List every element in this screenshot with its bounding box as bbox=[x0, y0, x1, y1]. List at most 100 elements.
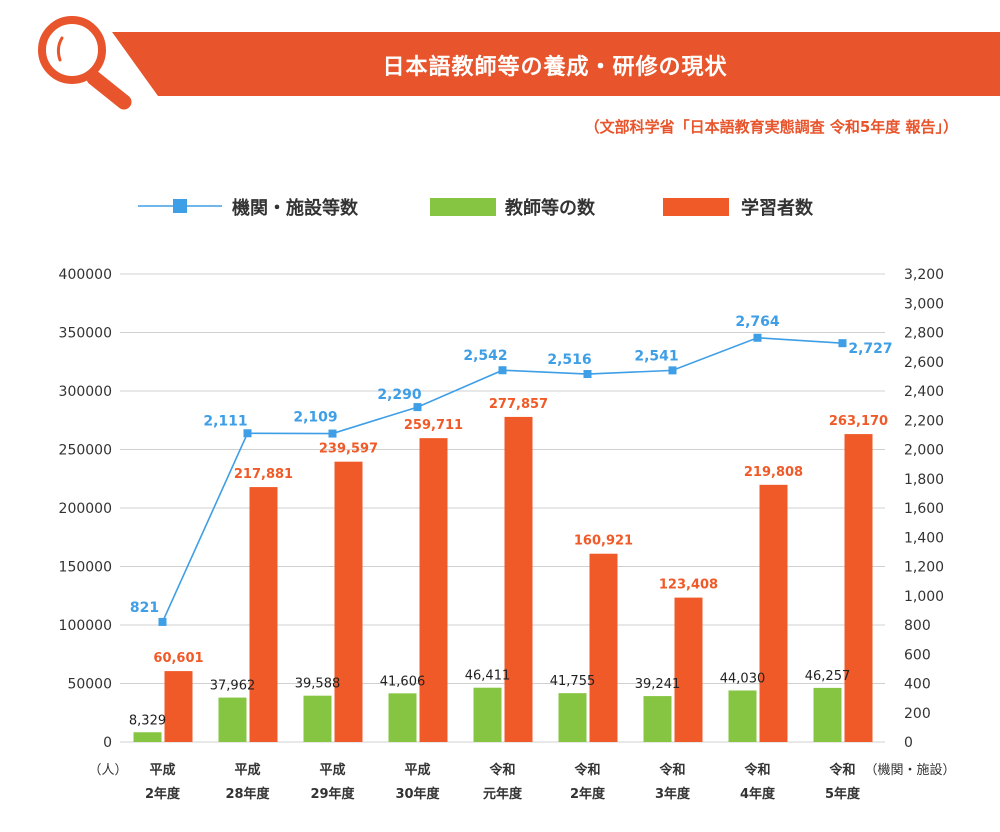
learners-bar bbox=[759, 484, 788, 742]
right-axis-tick-label: 800 bbox=[904, 618, 931, 634]
category-label-era: 令和 bbox=[829, 762, 855, 778]
learners-data-label: 217,881 bbox=[234, 467, 293, 482]
legend-bar-marker-teachers bbox=[430, 198, 496, 216]
learners-data-label: 60,601 bbox=[153, 651, 203, 666]
title-banner bbox=[38, 16, 1000, 110]
institutions-point bbox=[413, 403, 422, 412]
category-label-year: 29年度 bbox=[310, 786, 355, 802]
learners-data-label: 277,857 bbox=[489, 397, 548, 412]
left-axis-unit-label: （人） bbox=[88, 763, 127, 778]
teachers-bar bbox=[643, 696, 672, 742]
institutions-data-label: 821 bbox=[130, 600, 159, 616]
learners-bar bbox=[334, 461, 363, 742]
teachers-bar bbox=[133, 732, 162, 742]
institutions-data-label: 2,727 bbox=[848, 341, 892, 357]
legend-label-learners: 学習者数 bbox=[741, 198, 813, 219]
right-axis-tick-label: 2,000 bbox=[904, 443, 944, 459]
category-label-year: 2年度 bbox=[570, 786, 606, 802]
category-label-era: 平成 bbox=[404, 762, 430, 778]
institutions-point bbox=[838, 339, 847, 348]
category-label-year: 30年度 bbox=[395, 786, 440, 802]
left-axis-tick-label: 200000 bbox=[59, 501, 112, 517]
teachers-data-label: 46,257 bbox=[805, 669, 851, 684]
category-label-year: 4年度 bbox=[740, 786, 776, 802]
learners-data-label: 263,170 bbox=[829, 414, 888, 429]
learners-bar bbox=[674, 597, 703, 742]
right-axis-tick-label: 400 bbox=[904, 677, 931, 693]
institutions-data-label: 2,541 bbox=[634, 348, 678, 364]
learners-bar bbox=[419, 438, 448, 742]
institutions-point bbox=[328, 429, 337, 438]
institutions-point bbox=[668, 366, 677, 375]
chart-legend: 機関・施設等数 教師等の数 学習者数 bbox=[0, 190, 1000, 224]
magnifier-icon bbox=[38, 16, 132, 110]
institutions-point bbox=[498, 366, 507, 375]
right-axis-tick-label: 0 bbox=[904, 735, 913, 751]
right-axis-tick-label: 200 bbox=[904, 706, 931, 722]
institutions-point bbox=[158, 617, 167, 626]
right-axis-tick-label: 1,800 bbox=[904, 472, 944, 488]
teachers-bar bbox=[218, 697, 247, 742]
right-axis-unit-label: （機関・施設） bbox=[864, 762, 955, 778]
teachers-data-label: 39,588 bbox=[295, 677, 341, 692]
right-axis-tick-label: 2,400 bbox=[904, 384, 944, 400]
teachers-data-label: 44,030 bbox=[720, 671, 766, 686]
learners-bar bbox=[504, 416, 533, 742]
left-axis-tick-label: 350000 bbox=[59, 326, 112, 342]
category-label-year: 3年度 bbox=[655, 786, 691, 802]
category-label-year: 元年度 bbox=[483, 786, 523, 802]
right-axis-tick-label: 3,200 bbox=[904, 267, 944, 283]
legend-label-institutions: 機関・施設等数 bbox=[232, 198, 358, 219]
institutions-data-label: 2,542 bbox=[463, 348, 507, 364]
teachers-data-label: 41,606 bbox=[380, 674, 426, 689]
right-axis-tick-label: 1,000 bbox=[904, 589, 944, 605]
teachers-bar bbox=[813, 687, 842, 742]
institutions-data-label: 2,290 bbox=[377, 387, 422, 403]
right-axis-tick-label: 1,200 bbox=[904, 560, 944, 576]
right-axis-tick-label: 1,400 bbox=[904, 530, 944, 546]
left-axis-tick-label: 150000 bbox=[59, 560, 112, 576]
category-label-year: 5年度 bbox=[825, 786, 861, 802]
left-axis-tick-label: 50000 bbox=[67, 677, 112, 693]
category-label-era: 令和 bbox=[659, 762, 685, 778]
banner-stripe bbox=[112, 32, 1000, 96]
learners-data-label: 123,408 bbox=[659, 578, 718, 593]
teachers-data-label: 41,755 bbox=[550, 674, 596, 689]
category-label-era: 令和 bbox=[574, 762, 600, 778]
teachers-bar bbox=[728, 690, 757, 742]
learners-data-label: 259,711 bbox=[404, 418, 463, 433]
learners-bar bbox=[844, 434, 873, 742]
teachers-data-label: 8,329 bbox=[129, 713, 166, 728]
teachers-bar bbox=[303, 695, 332, 742]
right-axis-tick-label: 2,800 bbox=[904, 326, 944, 342]
source-note: （文部科学省「日本語教育実態調査 令和5年度 報告」） bbox=[584, 118, 958, 136]
institutions-point bbox=[753, 333, 762, 342]
institutions-point bbox=[243, 429, 252, 438]
right-axis-tick-label: 2,600 bbox=[904, 355, 944, 371]
right-axis-tick-label: 1,600 bbox=[904, 501, 944, 517]
learners-data-label: 239,597 bbox=[319, 442, 378, 457]
legend-line-square-marker bbox=[138, 199, 222, 213]
category-label-era: 平成 bbox=[319, 762, 345, 778]
institutions-data-label: 2,111 bbox=[203, 413, 247, 429]
right-axis-tick-label: 600 bbox=[904, 647, 931, 663]
learners-bar bbox=[249, 487, 278, 742]
institutions-data-label: 2,764 bbox=[735, 314, 780, 330]
teachers-bar bbox=[388, 693, 417, 742]
teachers-bar bbox=[558, 693, 587, 742]
left-axis-tick-label: 100000 bbox=[59, 618, 112, 634]
teachers-data-label: 46,411 bbox=[465, 669, 511, 684]
legend-bar-marker-learners bbox=[663, 198, 729, 216]
teachers-bar bbox=[473, 687, 502, 742]
right-axis-tick-label: 2,200 bbox=[904, 413, 944, 429]
institutions-point bbox=[583, 370, 592, 379]
institutions-data-label: 2,109 bbox=[293, 410, 337, 426]
learners-data-label: 160,921 bbox=[574, 534, 633, 549]
category-label-year: 2年度 bbox=[145, 786, 181, 802]
category-label-era: 平成 bbox=[149, 762, 175, 778]
learners-data-label: 219,808 bbox=[744, 465, 803, 480]
teachers-data-label: 37,962 bbox=[210, 679, 256, 694]
left-axis-tick-label: 250000 bbox=[59, 443, 112, 459]
category-label-year: 28年度 bbox=[225, 786, 270, 802]
page-title: 日本語教師等の養成・研修の現状 bbox=[382, 55, 728, 80]
